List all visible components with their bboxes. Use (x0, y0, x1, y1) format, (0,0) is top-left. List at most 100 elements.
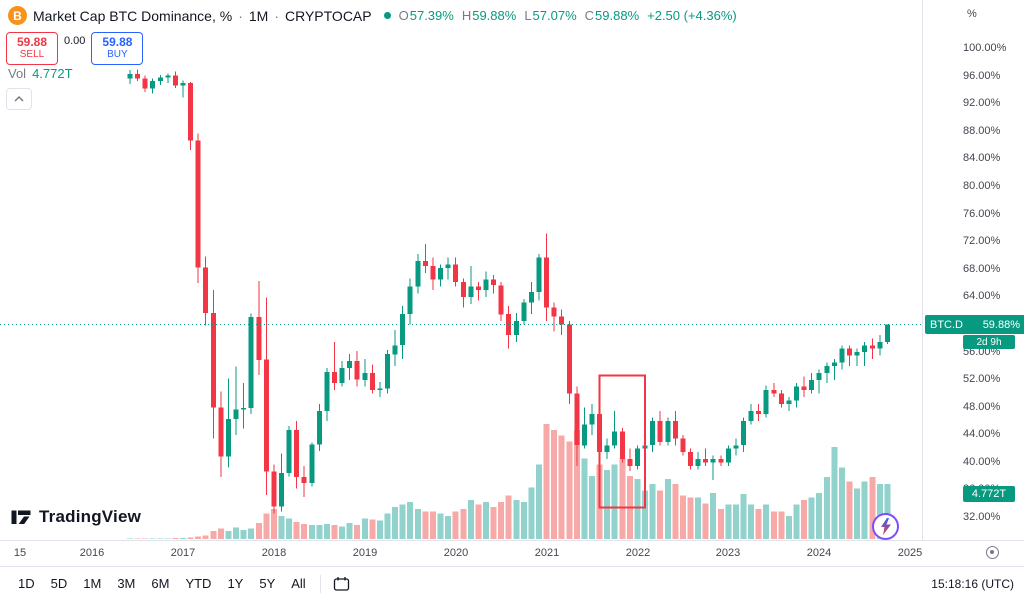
candle-body (188, 83, 194, 141)
bottom-toolbar: 1D 5D 1M 3M 6M YTD 1Y 5Y All 15:18:16 (UTC) (0, 566, 1024, 600)
candle-body (725, 448, 731, 463)
volume-bar (710, 493, 717, 539)
price-axis-label: 32.00% (963, 511, 1001, 523)
volume-bar (793, 504, 800, 539)
candle-body (566, 324, 572, 394)
candle-body (135, 74, 141, 79)
collapse-legend-button[interactable] (6, 88, 32, 110)
drawing-rectangle[interactable] (598, 374, 646, 509)
symbol-title[interactable]: Market Cap BTC Dominance, % (33, 7, 233, 24)
range-button-ytd[interactable]: YTD (177, 572, 219, 595)
time-axis-label: 15 (13, 547, 27, 559)
volume-bar (657, 490, 664, 539)
candle-body (407, 286, 413, 315)
chevron-up-icon (14, 95, 24, 102)
range-button-1d[interactable]: 1D (10, 572, 43, 595)
volume-bar (354, 525, 361, 539)
interval-label[interactable]: 1M (248, 7, 269, 24)
volume-bar (778, 511, 785, 539)
time-axis-label: 2016 (79, 547, 105, 559)
volume-bar (687, 497, 694, 539)
volume-bar (483, 502, 489, 539)
candle-body (551, 307, 557, 317)
title-separator: · (238, 7, 243, 24)
candle-body (445, 264, 451, 268)
time-axis-label: 2021 (534, 547, 560, 559)
volume-bar (854, 488, 861, 539)
candle-body (324, 372, 330, 411)
candle-body (703, 459, 709, 463)
volume-bar (399, 504, 406, 539)
candle-body (748, 410, 754, 422)
bitcoin-icon: B (8, 6, 27, 25)
close-label: C (584, 8, 595, 23)
range-button-5y[interactable]: 5Y (251, 572, 283, 595)
candle-body (491, 279, 497, 286)
title-separator: · (274, 7, 279, 24)
candle-body (362, 372, 368, 380)
volume-bar (816, 493, 823, 539)
candle-body (854, 352, 860, 356)
candle-body (438, 268, 443, 280)
volume-bar (301, 524, 308, 539)
volume-bar (157, 538, 164, 539)
price-axis[interactable]: % 100.00% 96.00% 92.00% 88.00% 84.00% 80.00% 7… (922, 0, 1024, 540)
volume-bar (770, 511, 777, 539)
candle-body (218, 407, 224, 457)
volume-bar (240, 529, 247, 539)
volume-bar (536, 464, 542, 540)
market-status-icon[interactable] (383, 12, 391, 19)
high-value: 59.88% (472, 8, 517, 23)
tradingview-logo[interactable]: TradingView (10, 506, 141, 528)
last-price-symbol: BTC.D (930, 318, 963, 331)
timezone-settings-icon[interactable] (986, 546, 999, 559)
volume-bar (634, 479, 641, 539)
volume-bar (217, 528, 224, 539)
symbol-legend[interactable]: B Market Cap BTC Dominance, % · 1M · CRY… (8, 6, 737, 25)
volume-bar (445, 516, 452, 539)
chart-canvas[interactable] (0, 0, 922, 540)
tradingview-logo-text: TradingView (39, 507, 142, 526)
range-button-5d[interactable]: 5D (43, 572, 76, 595)
candle-body (241, 408, 247, 410)
high-label: H (461, 8, 472, 23)
price-axis-label: 48.00% (963, 400, 1001, 413)
volume-bar (839, 467, 845, 539)
volume-bar (672, 483, 679, 539)
go-to-date-button[interactable] (327, 573, 356, 595)
price-axis-label: 68.00% (963, 262, 1001, 275)
tradingview-logo-icon (11, 510, 31, 524)
volume-bar (452, 511, 459, 539)
price-axis-label: 76.00% (963, 207, 1001, 220)
time-axis[interactable]: 15 2016 2017 2018 2019 2020 2021 2022 2023 2024 20… (0, 540, 1024, 567)
range-button-3m[interactable]: 3M (109, 572, 143, 595)
volume-bar (376, 520, 383, 539)
price-axis-label: 96.00% (963, 69, 1001, 82)
lightning-button[interactable] (872, 513, 899, 540)
bar-countdown-badge: 2d 9h (963, 335, 1015, 349)
volume-bar (611, 464, 618, 540)
range-button-1m[interactable]: 1M (75, 572, 109, 595)
candle-body (627, 459, 633, 466)
price-axis-label: 92.00% (963, 97, 1001, 110)
volume-bar (505, 495, 512, 539)
volume-bar (323, 524, 330, 539)
volume-bar (876, 483, 883, 539)
volume-bar (763, 504, 770, 539)
range-button-all[interactable]: All (283, 572, 313, 595)
buy-button[interactable]: 59.88 BUY (91, 32, 144, 65)
volume-bar (581, 458, 588, 539)
volume-bar (869, 476, 876, 539)
candle-body (294, 430, 300, 477)
candle-body (172, 75, 178, 86)
sell-button[interactable]: 59.88 SELL (6, 32, 58, 65)
volume-bar (460, 509, 467, 539)
candle-body (657, 421, 663, 442)
clock[interactable]: 15:18:16 (UTC) (931, 576, 1014, 591)
last-price-badge: BTC.D 59.88% (925, 315, 1024, 334)
volume-bar (164, 538, 171, 539)
volume-bar (210, 531, 217, 539)
range-button-1y[interactable]: 1Y (219, 572, 251, 595)
range-buttons: 1D 5D 1M 3M 6M YTD 1Y 5Y All (10, 572, 314, 595)
range-button-6m[interactable]: 6M (143, 572, 177, 595)
